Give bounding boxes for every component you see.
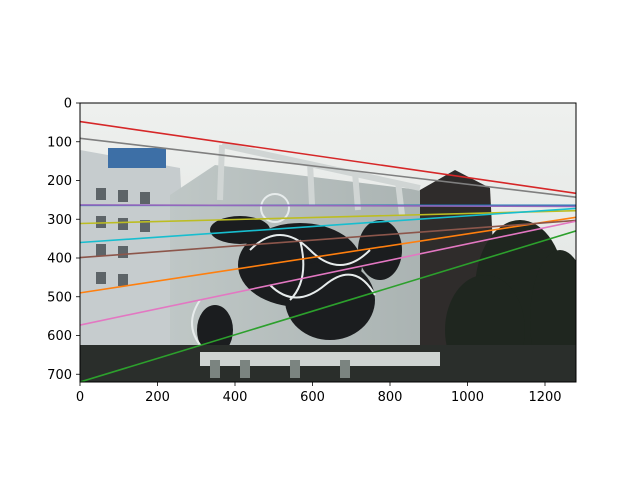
series-line-3 [80,230,576,382]
series-line-8 [80,137,576,198]
x-tick-label: 400 [223,390,248,405]
series-line-7 [80,220,576,326]
x-tick-label: 800 [378,390,403,405]
y-tick-label: 400 [47,252,72,267]
x-tick-label: 1200 [528,390,561,405]
y-tick-label: 300 [47,213,72,228]
y-axis: 0 100 200 300 400 500 600 700 [47,97,80,383]
plot-frame [79,102,577,383]
series-line-4 [80,120,576,195]
y-tick-label: 100 [47,135,72,150]
series-line-2 [80,216,576,294]
series-line-6 [80,219,576,259]
x-tick-label: 600 [300,390,325,405]
x-axis: 0 200 400 600 800 1000 1200 [76,382,562,405]
y-tick-label: 500 [47,290,72,305]
x-tick-label: 1000 [451,390,484,405]
x-tick-label: 0 [76,390,84,405]
y-tick-label: 0 [64,97,72,112]
background-photo [80,103,576,382]
y-tick-label: 200 [47,174,72,189]
series-layer [80,120,576,382]
series-line-10 [80,207,576,244]
y-tick-label: 600 [47,329,72,344]
series-line-5 [80,204,576,208]
y-tick-label: 700 [47,368,72,383]
x-tick-label: 200 [145,390,170,405]
series-line-9 [80,209,576,225]
